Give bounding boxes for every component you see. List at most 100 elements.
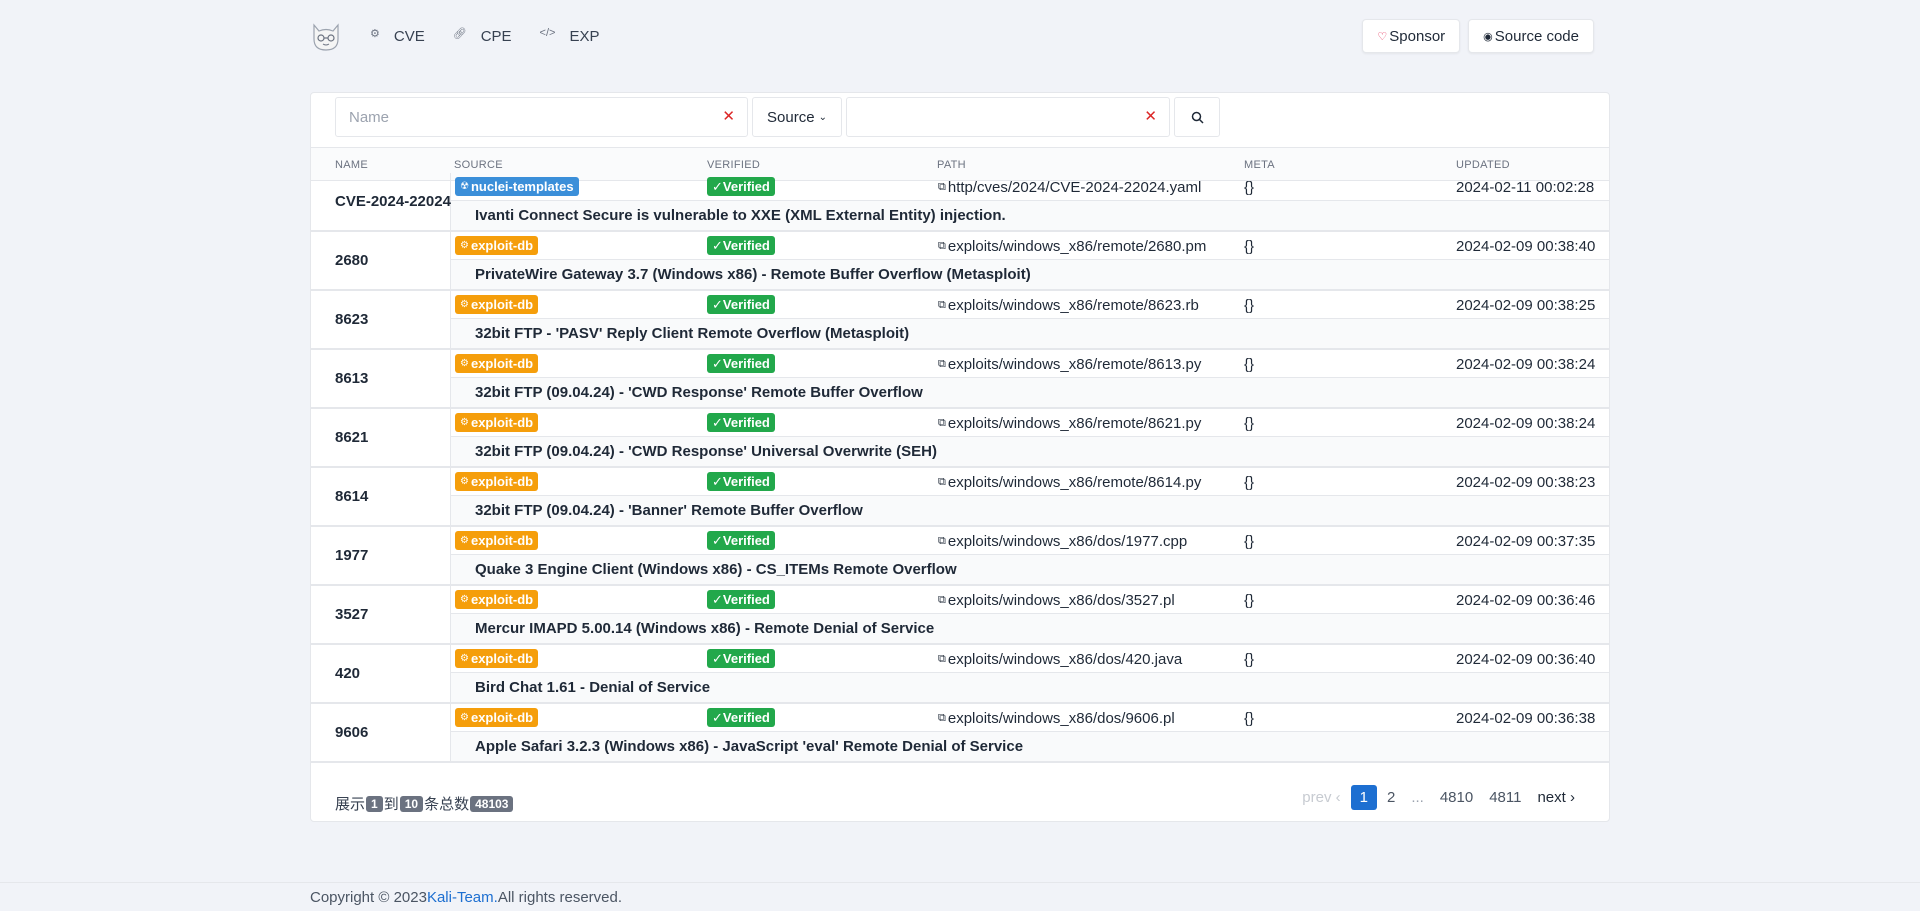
verified-badge-label: Verified: [722, 356, 770, 371]
row-name[interactable]: 9606: [335, 724, 369, 741]
updated-time: 2024-02-09 00:36:46: [1456, 592, 1596, 609]
chevron-right-icon: ›: [1570, 789, 1575, 806]
row-description: Apple Safari 3.2.3 (Windows x86) - JavaS…: [475, 738, 1024, 755]
prev-page-button[interactable]: prev ‹: [1296, 785, 1346, 810]
verified-badge-label: Verified: [722, 179, 770, 194]
source-badge[interactable]: ⚙ exploit-db: [455, 413, 539, 432]
external-link-icon: ⧉: [938, 712, 946, 724]
prev-label: prev: [1302, 789, 1332, 806]
source-badge-label: exploit-db: [470, 592, 534, 607]
gear-icon: ⚙: [460, 594, 469, 605]
table-row[interactable]: 1977 ⚙ exploit-db ✓ Verified ⧉ exploits/win…: [311, 527, 1609, 586]
page-1-button[interactable]: 1: [1350, 785, 1377, 810]
source-badge[interactable]: ⚙ exploit-db: [455, 236, 539, 255]
source-badge[interactable]: ⚙ exploit-db: [455, 708, 539, 727]
clear-source-icon[interactable]: ✕: [1144, 108, 1157, 125]
header-name[interactable]: NAME: [335, 159, 368, 171]
table-row[interactable]: 2680 ⚙ exploit-db ✓ Verified ⧉ exploits/win…: [311, 232, 1609, 291]
table-row[interactable]: 8621 ⚙ exploit-db ✓ Verified ⧉ exploits/win…: [311, 409, 1609, 468]
source-badge[interactable]: ⚙ exploit-db: [455, 531, 539, 550]
table-row[interactable]: 9606 ⚙ exploit-db ✓ Verified ⧉ exploits/win…: [311, 704, 1609, 763]
meta-value: {}: [1244, 533, 1255, 550]
check-icon: ✓: [712, 650, 723, 666]
path-link[interactable]: ⧉ exploits/windows_x86/remote/8613.py: [938, 356, 1201, 373]
updated-time: 2024-02-09 00:38:25: [1456, 297, 1596, 314]
source-dropdown[interactable]: Source ⌄: [752, 97, 842, 137]
verified-badge: ✓ Verified: [707, 472, 775, 491]
row-name[interactable]: 420: [335, 665, 361, 682]
row-name[interactable]: 8621: [335, 429, 369, 446]
path-link[interactable]: ⧉ exploits/windows_x86/remote/8623.rb: [938, 297, 1199, 314]
verified-badge-label: Verified: [722, 238, 770, 253]
kali-team-link[interactable]: Kali-Team.: [426, 889, 498, 906]
page-2-button[interactable]: 2: [1386, 789, 1396, 806]
updated-time: 2024-02-09 00:36:40: [1456, 651, 1596, 668]
clear-name-icon[interactable]: ✕: [722, 108, 735, 125]
sponsor-button[interactable]: ♡ Sponsor: [1362, 19, 1461, 53]
path-link[interactable]: ⧉ exploits/windows_x86/remote/8614.py: [938, 474, 1201, 491]
table-row[interactable]: 8623 ⚙ exploit-db ✓ Verified ⧉ exploits/win…: [311, 291, 1609, 350]
nav-exp[interactable]: </> EXP: [540, 27, 600, 45]
name-input[interactable]: [336, 98, 747, 136]
path-link[interactable]: ⧉ exploits/windows_x86/remote/2680.pm: [938, 238, 1206, 255]
source-value-input[interactable]: [847, 98, 1169, 136]
header-path[interactable]: PATH: [937, 159, 966, 171]
row-name[interactable]: 8613: [335, 370, 369, 387]
header-updated[interactable]: UPDATED: [1456, 159, 1510, 171]
source-badge[interactable]: ⚙ exploit-db: [455, 295, 539, 314]
header-meta[interactable]: META: [1244, 159, 1275, 171]
source-value-field: ✕: [846, 97, 1170, 137]
page-4810-button[interactable]: 4810: [1439, 789, 1474, 806]
path-link[interactable]: ⧉ exploits/windows_x86/dos/420.java: [938, 651, 1182, 668]
check-icon: ✓: [712, 709, 723, 725]
meta-value: {}: [1244, 297, 1255, 314]
nav-cve[interactable]: ⚙ CVE: [370, 28, 425, 45]
external-link-icon: ⧉: [938, 299, 946, 311]
row-name[interactable]: 1977: [335, 547, 369, 564]
table-row[interactable]: 8613 ⚙ exploit-db ✓ Verified ⧉ exploits/win…: [311, 350, 1609, 409]
header-source[interactable]: SOURCE: [454, 159, 503, 171]
source-code-button[interactable]: ◉ Source code: [1468, 19, 1594, 53]
search-button[interactable]: [1174, 97, 1220, 137]
source-badge[interactable]: ⚙ exploit-db: [455, 649, 539, 668]
path-link[interactable]: ⧉ http/cves/2024/CVE-2024-22024.yaml: [938, 179, 1201, 196]
table-row[interactable]: CVE-2024-22024 ☢ nuclei-templates ✓ Verifi…: [311, 173, 1609, 232]
path-link[interactable]: ⧉ exploits/windows_x86/dos/3527.pl: [938, 592, 1175, 609]
github-icon: ◉: [1483, 30, 1493, 43]
check-icon: ✓: [712, 237, 723, 253]
page-4811-button[interactable]: 4811: [1489, 789, 1522, 806]
path-link[interactable]: ⧉ exploits/windows_x86/dos/1977.cpp: [938, 533, 1187, 550]
updated-time: 2024-02-11 00:02:28: [1456, 179, 1595, 196]
row-name[interactable]: CVE-2024-22024: [335, 193, 451, 210]
check-icon: ✓: [712, 414, 723, 430]
verified-badge-label: Verified: [722, 710, 770, 725]
path-link[interactable]: ⧉ exploits/windows_x86/dos/9606.pl: [938, 710, 1175, 727]
row-name[interactable]: 2680: [335, 252, 369, 269]
table-row[interactable]: 420 ⚙ exploit-db ✓ Verified ⧉ exploits/wind…: [311, 645, 1609, 704]
external-link-icon: ⧉: [938, 653, 946, 665]
row-description: 32bit FTP (09.04.24) - 'CWD Response' Re…: [475, 384, 923, 401]
row-name[interactable]: 8614: [335, 488, 369, 505]
source-badge[interactable]: ⚙ exploit-db: [455, 472, 539, 491]
next-page-button[interactable]: next ›: [1531, 785, 1581, 810]
source-badge[interactable]: ☢ nuclei-templates: [455, 177, 579, 196]
row-name[interactable]: 3527: [335, 606, 369, 623]
header-verified[interactable]: VERIFIED: [707, 159, 761, 171]
table-row[interactable]: 3527 ⚙ exploit-db ✓ Verified ⧉ exploits/win…: [311, 586, 1609, 645]
verified-badge: ✓ Verified: [707, 413, 775, 432]
source-badge-label: exploit-db: [470, 297, 534, 312]
source-code-label: Source code: [1494, 27, 1579, 45]
row-name[interactable]: 8623: [335, 311, 369, 328]
kali-team-logo[interactable]: [310, 19, 342, 53]
nav-exp-label: EXP: [569, 27, 600, 45]
range-from-badge: 1: [366, 795, 383, 812]
source-badge-label: exploit-db: [470, 415, 534, 430]
pagination: prev ‹ 1 2 ... 4810 4811 next ›: [1296, 785, 1581, 810]
table-body: CVE-2024-22024 ☢ nuclei-templates ✓ Verifi…: [311, 173, 1609, 763]
copyright-suffix: All rights reserved.: [497, 889, 623, 906]
table-row[interactable]: 8614 ⚙ exploit-db ✓ Verified ⧉ exploits/win…: [311, 468, 1609, 527]
path-link[interactable]: ⧉ exploits/windows_x86/remote/8621.py: [938, 415, 1201, 432]
source-badge[interactable]: ⚙ exploit-db: [455, 590, 539, 609]
nav-cpe[interactable]: 🔗︎ CPE: [453, 28, 512, 45]
source-badge[interactable]: ⚙ exploit-db: [455, 354, 539, 373]
